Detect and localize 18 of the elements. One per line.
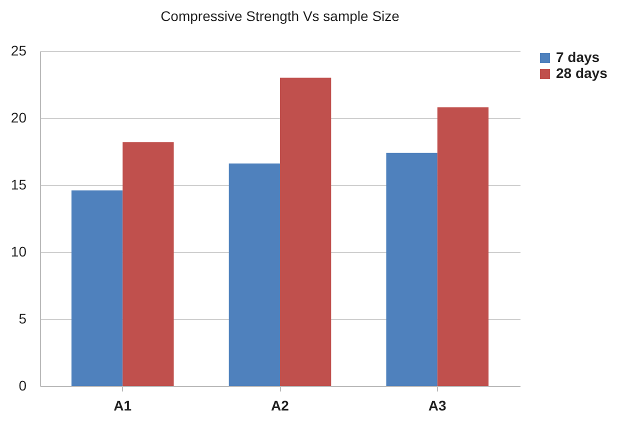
chart-title: Compressive Strength Vs sample Size — [160, 8, 400, 24]
y-tick-label: 25 — [10, 42, 27, 58]
legend-label: 28 days — [556, 65, 608, 81]
y-tick-label: 10 — [10, 244, 27, 260]
y-tick-label: 20 — [10, 110, 27, 126]
x-tick-label: A3 — [428, 398, 447, 414]
bar — [280, 78, 332, 386]
x-tick-label: A2 — [271, 398, 290, 414]
y-tick-label: 0 — [18, 378, 27, 394]
y-tick-label: 15 — [10, 176, 27, 192]
x-tick-label: A1 — [114, 398, 132, 414]
bar — [437, 107, 489, 386]
bar — [122, 142, 174, 386]
bar — [386, 152, 438, 386]
y-tick-label: 5 — [18, 310, 27, 326]
legend-label: 7 days — [556, 49, 600, 65]
bar — [71, 190, 123, 386]
bar — [228, 164, 280, 386]
